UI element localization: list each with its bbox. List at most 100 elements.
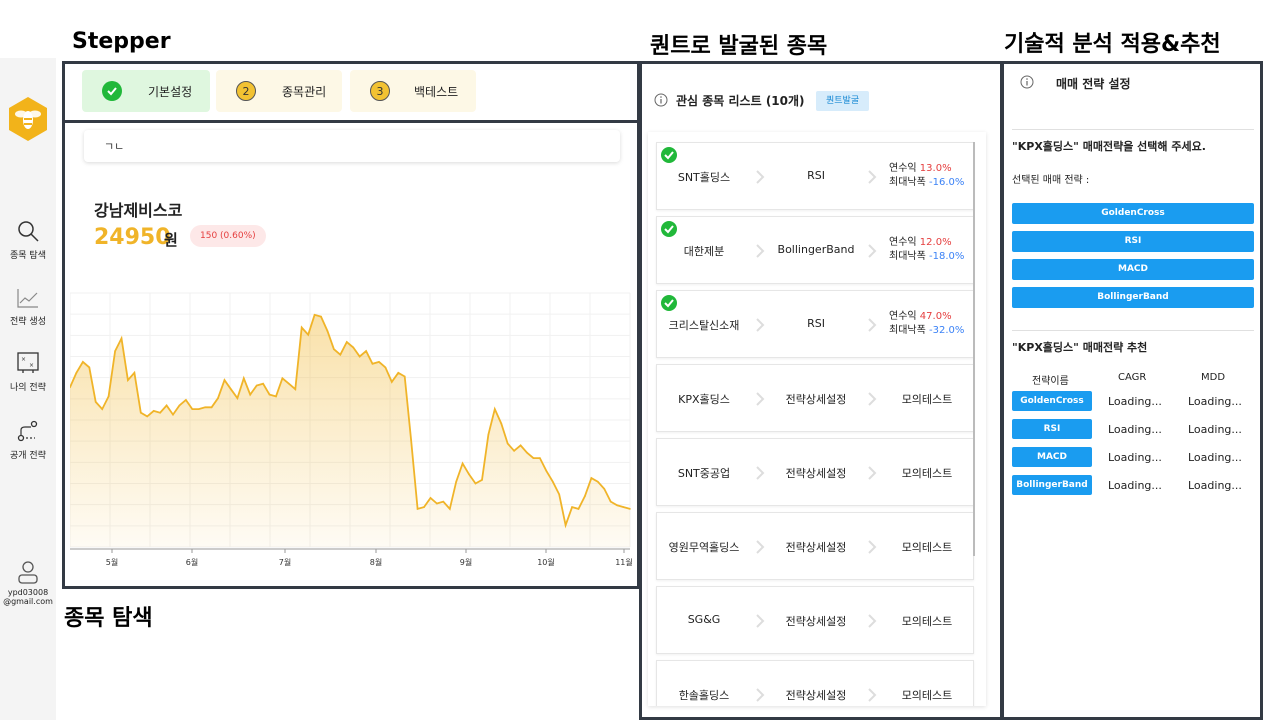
quant-discovery-badge[interactable]: 퀀트발굴 — [816, 91, 870, 111]
check-circle-icon — [102, 81, 122, 101]
strategy-option-macd[interactable]: MACD — [1012, 259, 1254, 280]
price-point — [519, 444, 522, 447]
watchlist-row[interactable]: SNT홀딩스 RSI 연수익 13.0% 최대낙폭 -16.0% — [656, 142, 974, 210]
price-point — [300, 326, 303, 329]
price-point — [494, 408, 496, 410]
price-unit: 원 — [164, 231, 178, 249]
price-point — [384, 366, 387, 369]
price-point — [423, 506, 425, 508]
price-point — [539, 457, 541, 459]
chevron-right-icon — [867, 243, 877, 262]
sidebar-item-label: 전략 생성 — [10, 317, 46, 327]
return-value: 47.0% — [919, 311, 952, 322]
watchlist-row[interactable]: 크리스탈신소재 RSI 연수익 47.0% 최대낙폭 -32.0% — [656, 290, 974, 358]
price-point — [371, 362, 374, 365]
stock-name: 대한제분 — [683, 245, 725, 258]
simulation-test-button[interactable]: 모의테스트 — [901, 689, 953, 702]
chevron-right-icon — [755, 317, 765, 336]
rec-strategy-button[interactable]: BollingerBand — [1012, 475, 1092, 495]
mdd-value: -32.0% — [929, 325, 965, 336]
sidebar: 종목 탐색 전략 생성 × × 나의 전략 — [0, 58, 56, 720]
strategy-option-rsi[interactable]: RSI — [1012, 231, 1254, 252]
stock-price: 24950 — [94, 225, 171, 250]
annotation-quant: 퀀트로 발굴된 종목 — [650, 34, 828, 59]
price-point — [616, 504, 618, 507]
simulation-test-button[interactable]: 모의테스트 — [901, 541, 953, 554]
watchlist-row[interactable]: KPX홀딩스 전략상세설정 모의테스트 — [656, 364, 974, 432]
stock-name: 크리스탈신소재 — [668, 319, 740, 332]
price-point — [140, 411, 142, 414]
price-point — [571, 506, 573, 508]
price-point — [358, 355, 361, 358]
sidebar-item-public-strategy[interactable]: 공개 전략 — [0, 420, 56, 461]
stock-search-input[interactable]: ㄱㄴ — [84, 130, 620, 162]
watchlist-row[interactable]: SG&G 전략상세설정 모의테스트 — [656, 586, 974, 654]
mdd-label: 최대낙폭 — [889, 177, 926, 188]
rec-strategy-button[interactable]: MACD — [1012, 447, 1092, 467]
strategy-option-goldencross[interactable]: GoldenCross — [1012, 203, 1254, 224]
return-value: 12.0% — [919, 237, 952, 248]
step-backtest[interactable]: 3 백테스트 — [350, 70, 476, 112]
price-point — [268, 393, 271, 396]
price-point — [223, 379, 226, 381]
chevron-right-icon — [755, 687, 765, 706]
price-point — [468, 473, 470, 476]
price-point — [178, 404, 181, 407]
watchlist-row[interactable]: 영원무역홀딩스 전략상세설정 모의테스트 — [656, 512, 974, 580]
price-point — [242, 377, 245, 380]
price-point — [416, 508, 419, 510]
sidebar-item-label: 종목 탐색 — [10, 251, 46, 261]
x-tick-label: 6월 — [186, 557, 198, 567]
watchlist-scrollbar[interactable] — [973, 142, 975, 556]
return-value: 13.0% — [919, 163, 952, 174]
rec-strategy-button[interactable]: GoldenCross — [1012, 391, 1092, 411]
watchlist-row[interactable]: SNT중공업 전략상세설정 모의테스트 — [656, 438, 974, 506]
stock-name: 영원무역홀딩스 — [668, 541, 740, 554]
price-point — [326, 330, 329, 332]
price-point — [622, 506, 625, 508]
strategy-name[interactable]: 전략상세설정 — [785, 393, 847, 406]
price-point — [590, 477, 593, 479]
sidebar-item-search[interactable]: 종목 탐색 — [0, 220, 56, 261]
logo[interactable] — [8, 96, 48, 142]
return-label: 연수익 — [889, 163, 917, 174]
strategy-name[interactable]: 전략상세설정 — [785, 689, 847, 702]
simulation-test-button[interactable]: 모의테스트 — [901, 615, 953, 628]
simulation-test-button[interactable]: 모의테스트 — [901, 467, 953, 480]
chevron-right-icon — [867, 687, 877, 706]
step-basic-settings[interactable]: 기본설정 — [82, 70, 210, 112]
price-point — [448, 508, 451, 510]
user-icon — [18, 561, 38, 584]
strategy-option-bollingerband[interactable]: BollingerBand — [1012, 287, 1254, 308]
sidebar-item-my-strategy[interactable]: × × 나의 전략 — [0, 352, 56, 393]
user-profile[interactable]: ypd03008 @gmail.com — [0, 560, 56, 606]
sidebar-item-create-strategy[interactable]: 전략 생성 — [0, 288, 56, 327]
step-stock-management[interactable]: 2 종목관리 — [216, 70, 342, 112]
strategy-name[interactable]: 전략상세설정 — [785, 467, 847, 480]
stock-name: SG&G — [687, 613, 721, 626]
rec-strategy-button[interactable]: RSI — [1012, 419, 1092, 439]
chevron-right-icon — [755, 169, 765, 188]
price-point — [275, 395, 277, 398]
strategy-name: BollingerBand — [777, 243, 855, 256]
watchlist-row[interactable]: 대한제분 BollingerBand 연수익 12.0% 최대낙폭 -18.0% — [656, 216, 974, 284]
price-point — [526, 451, 528, 454]
chart-line-icon — [17, 289, 38, 308]
price-point — [313, 313, 316, 316]
price-point — [584, 495, 586, 497]
rec-mdd: Loading... — [1188, 395, 1242, 408]
price-point — [513, 450, 515, 452]
sidebar-item-label: 공개 전략 — [10, 451, 46, 461]
price-point — [165, 404, 168, 407]
watchlist-row[interactable]: 한솔홀딩스 전략상세설정 모의테스트 — [656, 660, 974, 706]
search-icon — [18, 221, 39, 242]
performance-summary: 연수익 12.0% 최대낙폭 -18.0% — [889, 236, 969, 264]
stock-name: 한솔홀딩스 — [678, 689, 730, 702]
strategy-name[interactable]: 전략상세설정 — [785, 615, 847, 628]
price-point — [236, 397, 239, 400]
price-point — [107, 395, 110, 398]
strategy-name[interactable]: 전략상세설정 — [785, 541, 847, 554]
price-point — [603, 488, 606, 490]
x-tick-label: 11월 — [615, 557, 633, 567]
simulation-test-button[interactable]: 모의테스트 — [901, 393, 953, 406]
